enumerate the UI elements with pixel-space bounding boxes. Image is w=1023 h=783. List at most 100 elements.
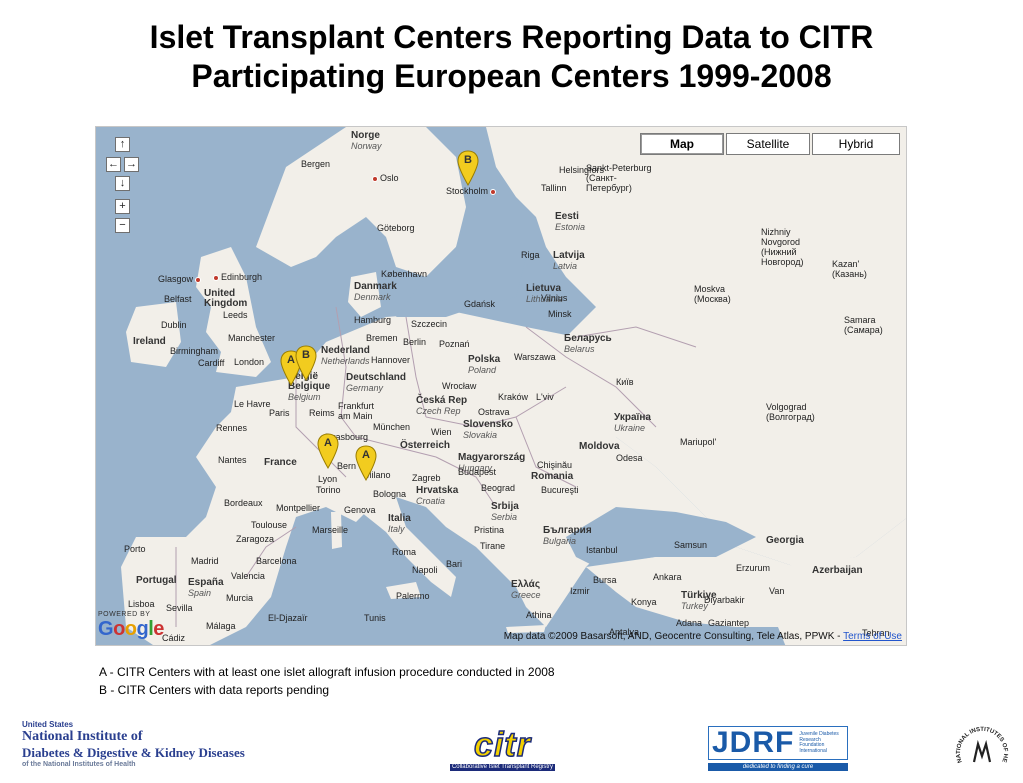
city-label: Palermo: [396, 591, 430, 601]
pan-down-button[interactable]: ↓: [115, 176, 130, 191]
country-label: Eesti Estonia: [555, 211, 586, 232]
city-label: Cardiff: [198, 358, 225, 368]
map-type-satellite-button[interactable]: Satellite: [726, 133, 810, 155]
map-type-hybrid-button[interactable]: Hybrid: [812, 133, 900, 155]
map-view[interactable]: Map Satellite Hybrid ↑ ← → ↓ + − Norge No…: [95, 126, 907, 646]
google-logo[interactable]: POWERED BY Google: [98, 611, 164, 640]
country-label: France: [264, 457, 297, 468]
city-label: Antalya: [609, 627, 640, 637]
city-label: Bergen: [301, 159, 331, 169]
city-label: Birmingham: [170, 346, 219, 356]
map-marker-b[interactable]: B: [295, 345, 317, 381]
city-label: Paris: [269, 408, 290, 418]
country-label: Portugal: [136, 575, 177, 586]
country-label: España Spain: [188, 577, 224, 598]
city-label: Reims: [309, 408, 335, 418]
country-label: Italia Italy: [388, 513, 411, 534]
terms-of-use-link[interactable]: Terms of Use: [843, 631, 902, 642]
city-label: Bern: [337, 461, 357, 471]
country-label: Srbija Serbia: [491, 501, 519, 522]
country-label: Norge Norway: [351, 130, 382, 151]
city-label: Rennes: [216, 423, 248, 433]
city-label: Odesa: [616, 453, 643, 463]
city-label: Diyarbakir: [704, 595, 745, 605]
city-label: Erzurum: [736, 563, 771, 573]
city-label: Gaziantep: [708, 618, 750, 628]
city-label: Barcelona: [256, 556, 297, 566]
city-label: Roma: [392, 547, 417, 557]
city-label: Tunis: [364, 613, 386, 623]
map-attribution: Map data ©2009 Basarsoft, AND, Geocentre…: [504, 631, 902, 642]
city-label: Moskva (Москва): [694, 284, 731, 304]
city-label: Edinburgh: [213, 272, 262, 282]
pan-up-button[interactable]: ↑: [115, 137, 130, 152]
city-label: Dublin: [161, 320, 187, 330]
nih-seal-icon: NATIONAL INSTITUTES OF HEALTH: [950, 718, 1008, 763]
slide-title: Islet Transplant Centers Reporting Data …: [0, 18, 1023, 96]
niddk-line-4: of the National Institutes of Health: [22, 761, 136, 768]
city-label: Madrid: [191, 556, 219, 566]
title-line-2: Participating European Centers 1999-2008: [191, 58, 832, 94]
country-label: България Bulgaria: [543, 525, 592, 546]
city-label: München: [373, 422, 411, 432]
niddk-line-1: United States: [22, 720, 74, 729]
city-label: Lyon: [318, 474, 338, 484]
country-label: Österreich: [400, 440, 451, 451]
city-label: Tallinn: [541, 183, 567, 193]
city-label: Ankara: [653, 572, 682, 582]
country-label: Danmark Denmark: [354, 281, 397, 302]
city-label: Kazan' (Казань): [832, 259, 867, 279]
city-label: Istanbul: [586, 545, 618, 555]
country-label: Latvija Latvia: [553, 250, 585, 271]
country-label: Hrvatska Croatia: [416, 485, 459, 506]
city-label: Málaga: [206, 621, 236, 631]
pan-right-button[interactable]: →: [124, 157, 139, 172]
city-label: Samsun: [674, 540, 708, 550]
country-label: Deutschland Germany: [346, 372, 407, 393]
city-label: Lisboa: [128, 599, 155, 609]
city-label: Stockholm: [446, 186, 498, 196]
city-label: Montpellier: [276, 503, 321, 513]
map-type-map-button[interactable]: Map: [640, 133, 724, 155]
city-label: Tehran: [862, 628, 890, 638]
country-label: Georgia: [766, 535, 804, 546]
city-label: Oslo: [372, 173, 399, 183]
map-marker-a[interactable]: A: [317, 433, 339, 469]
city-label: Adana: [676, 618, 703, 628]
map-marker-a[interactable]: A: [355, 445, 377, 481]
city-label: Marseille: [312, 525, 349, 535]
city-label: Göteborg: [377, 223, 415, 233]
nih-seal-logo: NATIONAL INSTITUTES OF HEALTH: [950, 718, 1012, 778]
pan-left-button[interactable]: ←: [106, 157, 121, 172]
country-label: Česká Rep Czech Rep: [416, 395, 468, 416]
city-label: Glasgow: [158, 274, 203, 284]
city-label: Sevilla: [166, 603, 193, 613]
country-label: United Kingdom: [204, 288, 248, 309]
country-label: Moldova: [579, 441, 620, 452]
map-basemap[interactable]: [96, 127, 907, 646]
city-label: Manchester: [228, 333, 276, 343]
jdrf-subtitle: Juvenile Diabetes Research Foundation In…: [799, 731, 839, 754]
zoom-out-button[interactable]: −: [115, 218, 130, 233]
city-label: Leeds: [223, 310, 248, 320]
city-label: Hannover: [371, 355, 411, 365]
city-label: Beograd: [481, 483, 516, 493]
city-label: Minsk: [548, 309, 572, 319]
legend-b: B - CITR Centers with data reports pendi…: [99, 683, 330, 697]
map-marker-b[interactable]: B: [457, 150, 479, 186]
country-label: Azerbaijan: [812, 565, 863, 576]
city-label: Bologna: [373, 489, 407, 499]
google-wordmark: Google: [98, 618, 164, 640]
country-label: Lietuva Lithuania: [526, 283, 563, 304]
city-label: Bucureşti: [541, 485, 579, 495]
city-label: Hamburg: [354, 315, 392, 325]
city-label: Porto: [124, 544, 146, 554]
country-label: Nederland Netherlands: [321, 345, 370, 366]
legend-a: A - CITR Centers with at least one islet…: [99, 665, 555, 679]
city-label: Le Havre: [234, 399, 271, 409]
city-label: Tirane: [480, 541, 506, 551]
zoom-in-button[interactable]: +: [115, 199, 130, 214]
city-label: Warszawa: [514, 352, 556, 362]
jdrf-tagline: dedicated to finding a cure: [708, 763, 848, 771]
jdrf-wordmark: JDRF: [712, 726, 795, 759]
